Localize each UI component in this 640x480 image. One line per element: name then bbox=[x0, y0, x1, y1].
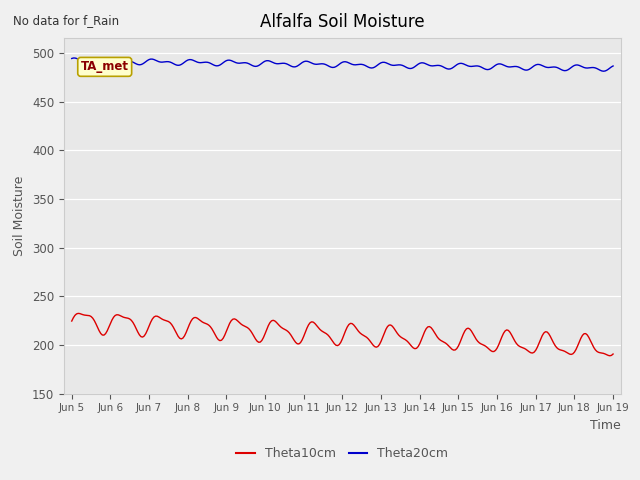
Text: No data for f_Rain: No data for f_Rain bbox=[13, 14, 119, 27]
X-axis label: Time: Time bbox=[590, 419, 621, 432]
Legend: Theta10cm, Theta20cm: Theta10cm, Theta20cm bbox=[232, 443, 453, 466]
Title: Alfalfa Soil Moisture: Alfalfa Soil Moisture bbox=[260, 13, 425, 31]
Text: TA_met: TA_met bbox=[81, 60, 129, 73]
Y-axis label: Soil Moisture: Soil Moisture bbox=[13, 176, 26, 256]
